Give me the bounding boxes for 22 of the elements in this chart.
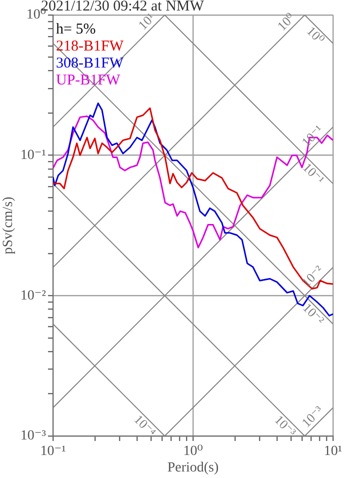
text: 308-B1FW xyxy=(56,55,124,72)
legend-title: h= 5% xyxy=(56,21,96,38)
text: 10⁻³ xyxy=(298,402,326,430)
text: 10⁻² xyxy=(298,262,326,290)
x-tick-label: 10⁰ xyxy=(183,444,204,460)
text: 10⁰ xyxy=(274,10,298,34)
text: 10¹ xyxy=(135,10,158,33)
y-tick-label: 10⁻³ xyxy=(20,428,46,444)
text: 218-B1FW xyxy=(56,38,124,54)
text: 10⁻⁴ xyxy=(131,412,160,440)
text: 10⁻¹ xyxy=(298,122,326,150)
text: 10⁻³ xyxy=(272,412,300,440)
text: UP-B1FW xyxy=(56,72,122,88)
x-tick-label: 10¹ xyxy=(324,444,342,460)
y-tick-label: 10⁻² xyxy=(20,288,46,304)
text: 10⁰ xyxy=(304,23,328,47)
x-axis-title: Period(s) xyxy=(167,460,219,476)
x-tick-label: 10⁻¹ xyxy=(40,444,66,460)
text: 10⁻¹ xyxy=(300,160,328,188)
y-tick-label: 10⁻¹ xyxy=(20,148,46,164)
text: 10⁻² xyxy=(300,300,328,328)
y-axis-title: pSv(cm/s) xyxy=(1,196,16,254)
